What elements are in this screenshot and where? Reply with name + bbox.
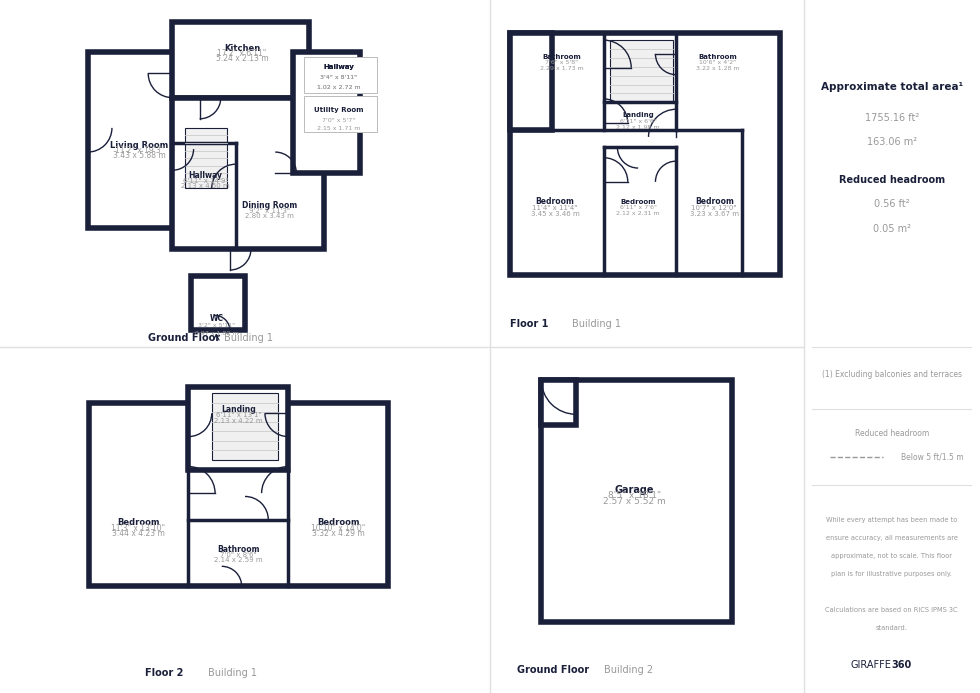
Text: Bedroom: Bedroom	[695, 198, 734, 207]
Bar	[212, 394, 278, 460]
Text: 6'11" x 6'6": 6'11" x 6'6"	[619, 119, 657, 124]
Text: 163.06 m²: 163.06 m²	[866, 137, 917, 147]
Text: 11'2" x 19'3": 11'2" x 19'3"	[115, 146, 164, 155]
Text: Bedroom: Bedroom	[317, 518, 360, 527]
Text: 3.43 x 5.88 m: 3.43 x 5.88 m	[113, 151, 166, 160]
Bar	[190, 276, 245, 331]
Text: Ground Floor: Ground Floor	[148, 333, 220, 343]
Text: Approximate total area¹: Approximate total area¹	[820, 82, 963, 91]
Bar	[172, 22, 309, 98]
Text: 1755.16 ft²: 1755.16 ft²	[864, 113, 919, 123]
Bar	[88, 52, 203, 228]
Text: 3.44 x 4.23 m: 3.44 x 4.23 m	[112, 529, 165, 538]
Text: Living Room: Living Room	[110, 141, 169, 150]
Text: WC: WC	[210, 314, 223, 323]
Text: While every attempt has been made to: While every attempt has been made to	[826, 517, 957, 523]
Bar	[172, 98, 323, 249]
FancyBboxPatch shape	[304, 57, 376, 93]
Text: 1.02 x 2.72 m: 1.02 x 2.72 m	[317, 85, 361, 89]
Text: Bedroom: Bedroom	[620, 199, 656, 205]
Text: Garage: Garage	[614, 484, 655, 495]
Text: 2.29 x 1.73 m: 2.29 x 1.73 m	[540, 66, 584, 71]
Text: Reduced headroom: Reduced headroom	[855, 429, 929, 437]
Text: Landing: Landing	[220, 405, 256, 414]
Text: 0.05 m²: 0.05 m²	[873, 224, 910, 234]
Text: 3.45 x 3.46 m: 3.45 x 3.46 m	[531, 211, 579, 217]
Bar	[611, 40, 672, 103]
Text: GIRAFFE: GIRAFFE	[851, 660, 892, 670]
Text: 2.14 x 2.59 m: 2.14 x 2.59 m	[214, 557, 263, 563]
Text: Kitchen: Kitchen	[223, 44, 260, 53]
Bar	[184, 128, 226, 188]
Text: 2.57 x 5.52 m: 2.57 x 5.52 m	[604, 497, 666, 506]
Text: 360: 360	[892, 660, 912, 670]
Text: 3.22 x 1.28 m: 3.22 x 1.28 m	[696, 66, 740, 71]
Text: Ground Floor: Ground Floor	[517, 665, 589, 675]
Text: approximate, not to scale. This floor: approximate, not to scale. This floor	[831, 553, 953, 559]
Text: 9'2" x 11'3": 9'2" x 11'3"	[249, 208, 290, 214]
FancyBboxPatch shape	[304, 96, 376, 132]
Text: 0.56 ft²: 0.56 ft²	[874, 200, 909, 209]
Text: 3'2" x 5'11": 3'2" x 5'11"	[198, 324, 235, 328]
Text: 0.97 x 1.82 m: 0.97 x 1.82 m	[194, 331, 238, 336]
Text: ensure accuracy, all measurements are: ensure accuracy, all measurements are	[826, 535, 957, 541]
Text: 2.12 x 2.31 m: 2.12 x 2.31 m	[616, 211, 660, 216]
Text: 6'11" x 13'1": 6'11" x 13'1"	[216, 412, 261, 418]
Text: Hallway: Hallway	[323, 64, 354, 71]
Text: standard.: standard.	[876, 625, 907, 631]
Bar	[188, 387, 288, 470]
Bar	[511, 33, 552, 130]
Text: 1.02 x 2.72 m: 1.02 x 2.72 m	[317, 85, 361, 89]
Text: 6'11" x 7'6": 6'11" x 7'6"	[619, 205, 657, 211]
Bar	[88, 403, 388, 586]
Text: 3'4" x 8'11": 3'4" x 8'11"	[320, 76, 358, 80]
Text: 10'10" x 14'0": 10'10" x 14'0"	[311, 524, 366, 532]
Text: Bedroom: Bedroom	[536, 198, 574, 207]
Text: Building 1: Building 1	[209, 668, 258, 678]
Text: Dining Room: Dining Room	[241, 202, 297, 211]
Text: (1) Excluding balconies and terraces: (1) Excluding balconies and terraces	[822, 370, 961, 378]
Text: 3.23 x 3.67 m: 3.23 x 3.67 m	[690, 211, 739, 217]
Text: plan is for illustrative purposes only.: plan is for illustrative purposes only.	[831, 571, 953, 577]
Text: Hallway: Hallway	[323, 64, 354, 71]
Text: Calculations are based on RICS IPMS 3C: Calculations are based on RICS IPMS 3C	[825, 607, 958, 613]
Text: Bedroom: Bedroom	[118, 518, 160, 527]
Bar	[541, 380, 576, 425]
Text: 17'2" x 6'11": 17'2" x 6'11"	[218, 49, 267, 58]
Text: Bathroom: Bathroom	[218, 545, 260, 554]
Text: 10'6" x 4'2": 10'6" x 4'2"	[699, 60, 736, 65]
Bar	[293, 52, 360, 173]
Text: Floor 1: Floor 1	[511, 319, 549, 328]
Text: 11'3" x 13'10": 11'3" x 13'10"	[112, 524, 166, 532]
Bar	[511, 33, 780, 275]
Text: 2.80 x 3.43 m: 2.80 x 3.43 m	[245, 213, 294, 219]
Text: Building 2: Building 2	[604, 665, 653, 675]
Text: 7'0" x 8'6": 7'0" x 8'6"	[220, 552, 257, 558]
Text: Bathroom: Bathroom	[543, 53, 581, 60]
Text: Below 5 ft/1.5 m: Below 5 ft/1.5 m	[901, 453, 963, 462]
Text: 2.13 x 4.22 m: 2.13 x 4.22 m	[214, 418, 263, 423]
Text: Reduced headroom: Reduced headroom	[839, 175, 945, 185]
Text: 2.12 x 1.98 m: 2.12 x 1.98 m	[616, 125, 660, 130]
Text: 6'11" x 14'9": 6'11" x 14'9"	[183, 178, 228, 184]
Text: 3'4" x 8'11": 3'4" x 8'11"	[320, 76, 358, 80]
Text: 5.24 x 2.13 m: 5.24 x 2.13 m	[216, 55, 269, 64]
Text: Bathroom: Bathroom	[699, 53, 737, 60]
Text: Building 1: Building 1	[572, 319, 621, 328]
Text: Landing: Landing	[622, 112, 654, 119]
Text: 2.15 x 1.71 m: 2.15 x 1.71 m	[318, 126, 361, 131]
Text: 8'5" x 18'1": 8'5" x 18'1"	[609, 491, 662, 500]
Text: Floor 2: Floor 2	[145, 668, 183, 678]
Text: 2.13 x 4.50 m: 2.13 x 4.50 m	[181, 183, 230, 189]
Text: 11'4" x 11'4": 11'4" x 11'4"	[532, 205, 578, 211]
Text: 7'0" x 5'7": 7'0" x 5'7"	[322, 118, 356, 123]
Text: Building 1: Building 1	[223, 333, 272, 343]
Text: 7'6" x 5'8": 7'6" x 5'8"	[546, 60, 578, 65]
Text: Utility Room: Utility Room	[314, 107, 364, 113]
Text: Hallway: Hallway	[189, 171, 222, 180]
Text: 3.32 x 4.29 m: 3.32 x 4.29 m	[312, 529, 365, 538]
Bar	[541, 380, 731, 622]
Text: 10'7" x 12'0": 10'7" x 12'0"	[692, 205, 737, 211]
